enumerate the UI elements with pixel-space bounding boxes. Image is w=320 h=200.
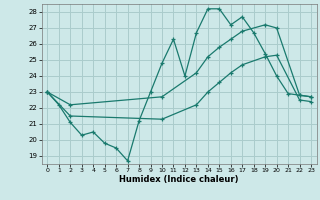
X-axis label: Humidex (Indice chaleur): Humidex (Indice chaleur) <box>119 175 239 184</box>
